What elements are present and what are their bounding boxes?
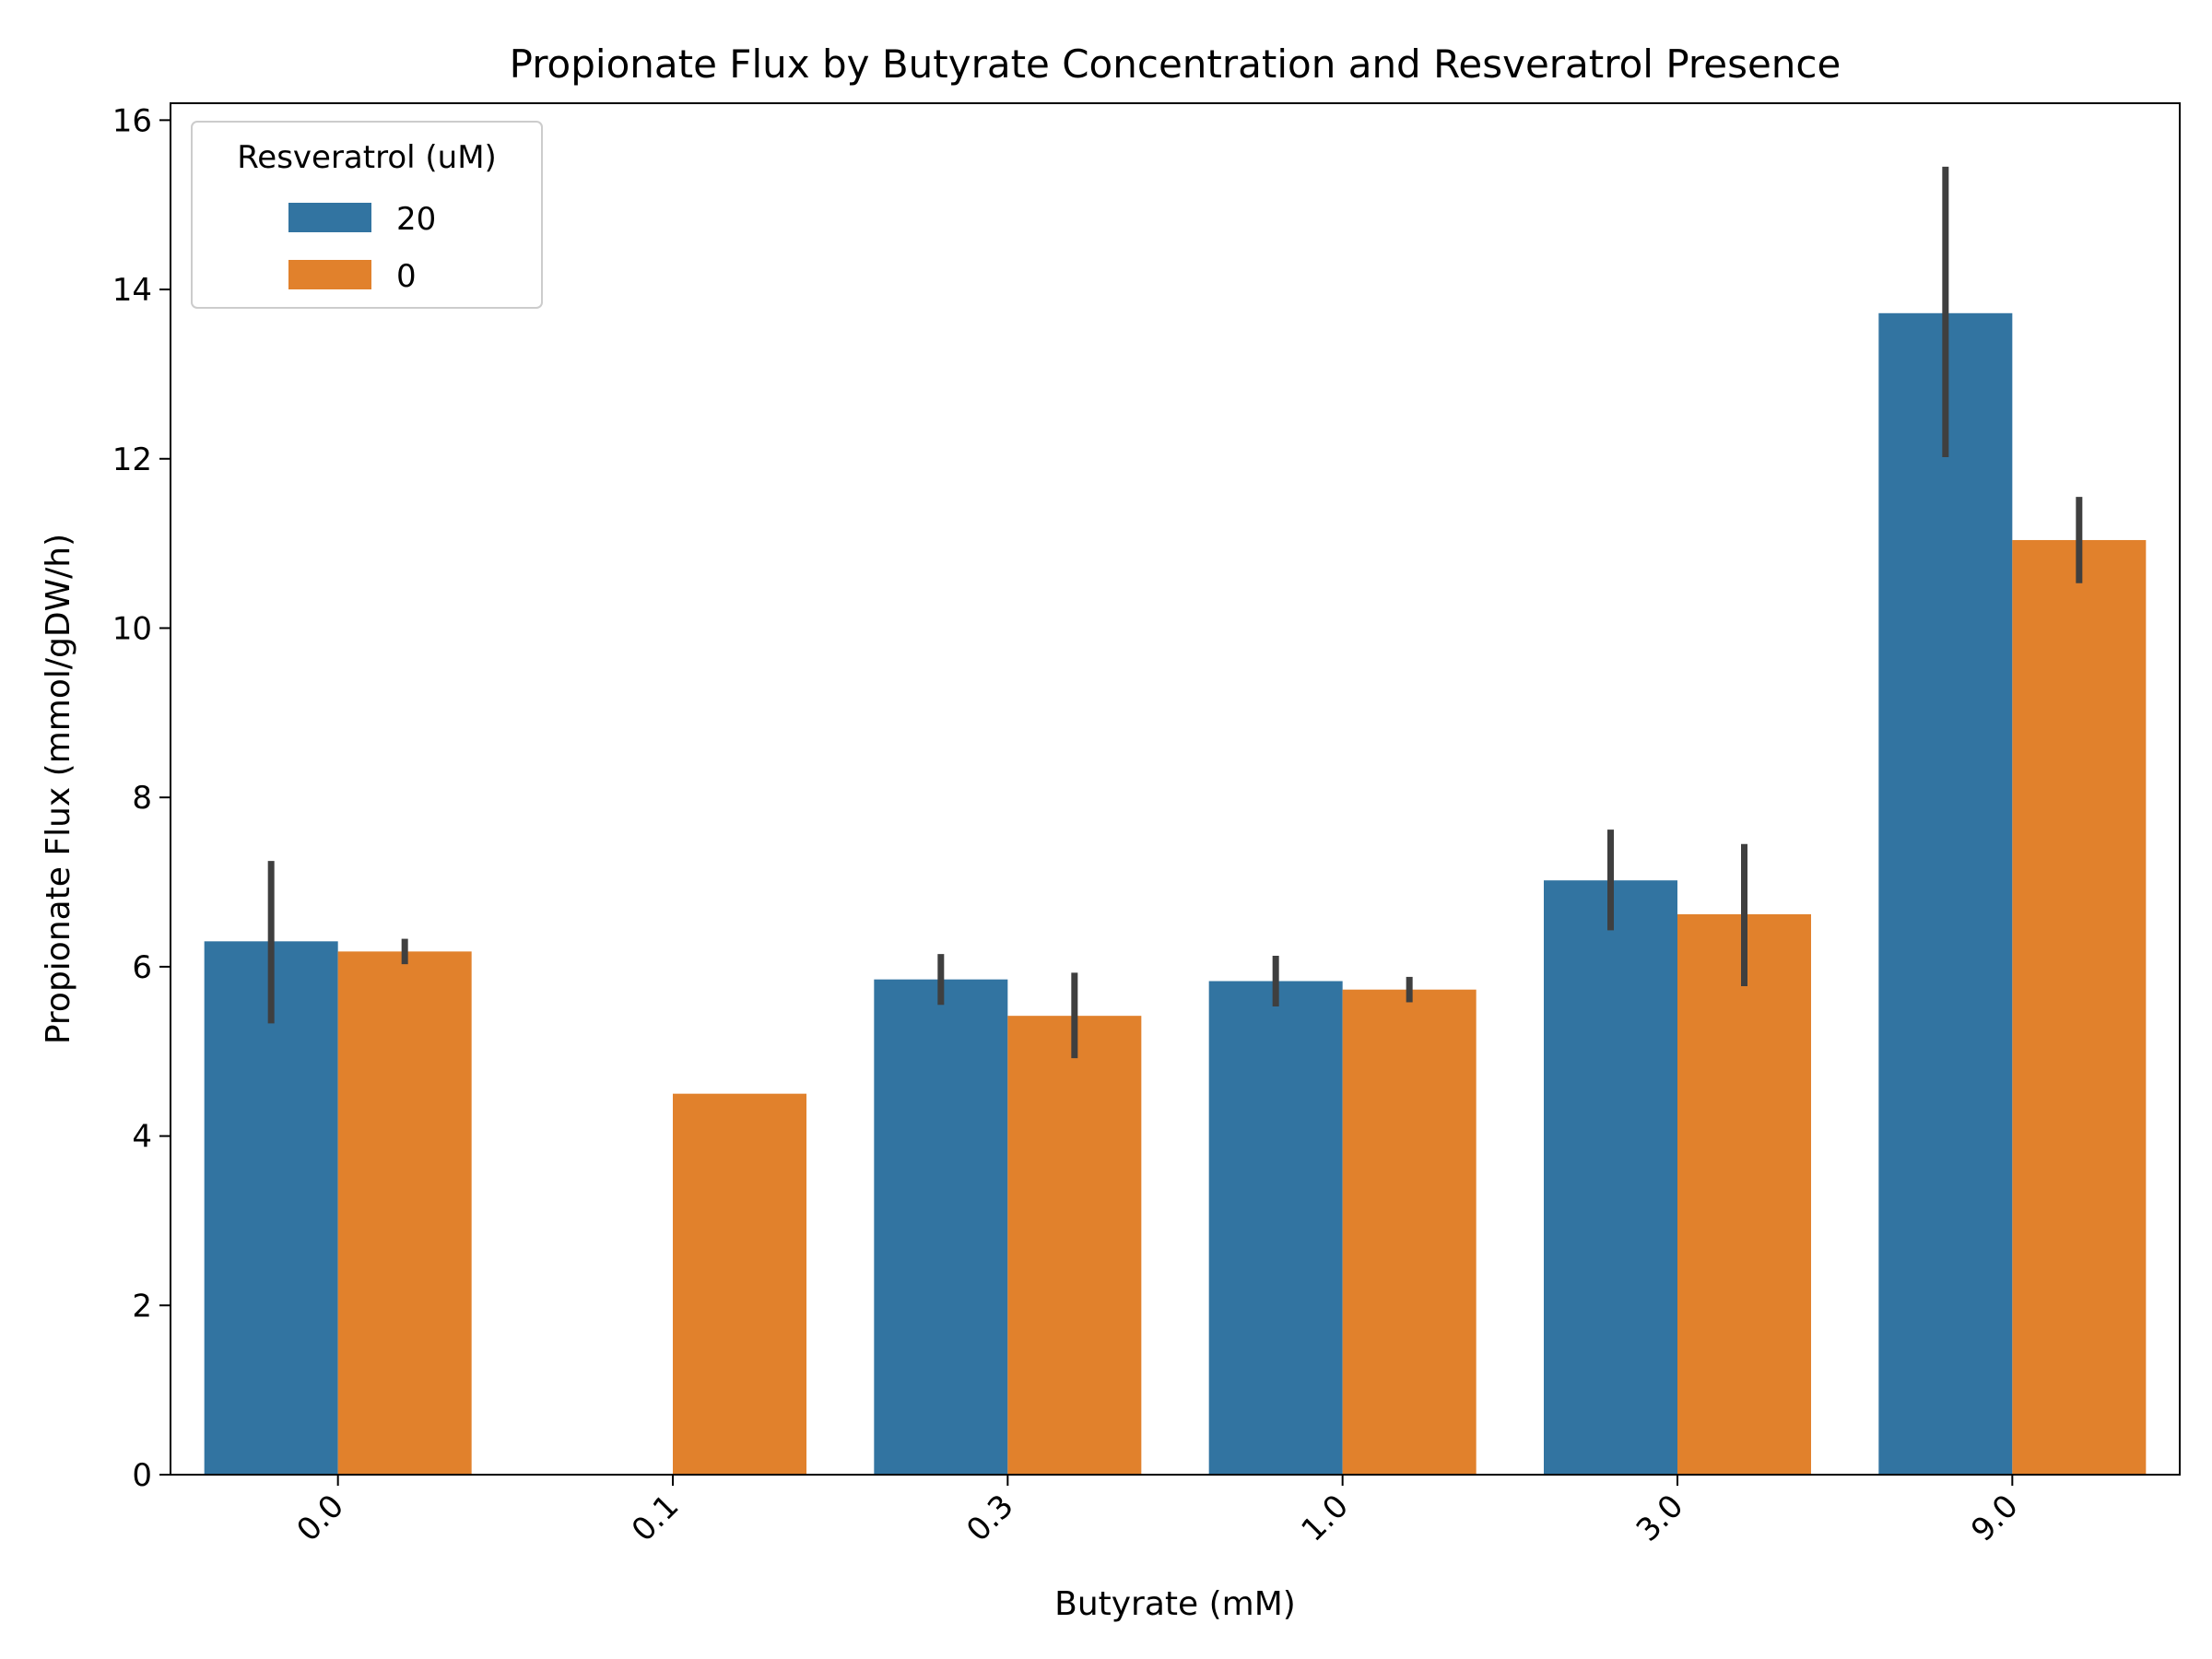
y-tick-label: 2 [132, 1288, 152, 1324]
x-tick-label: 0.0 [290, 1488, 352, 1549]
y-tick-label: 8 [132, 780, 152, 817]
y-axis-label: Propionate Flux (mmol/gDW/h) [40, 534, 77, 1044]
y-tick-label: 0 [132, 1457, 152, 1494]
bar-20-0.0 [204, 941, 338, 1475]
x-tick-label: 0.1 [625, 1488, 687, 1549]
bars-group [204, 312, 2147, 1475]
chart-title: Propionate Flux by Butyrate Concentratio… [510, 41, 1841, 87]
y-axis: 0 2 4 6 8 10 12 14 16 [112, 102, 171, 1494]
bar-0-9.0 [2012, 539, 2147, 1475]
x-tick-label: 1.0 [1295, 1488, 1357, 1549]
bar-0-3.0 [1677, 913, 1811, 1475]
y-tick-label: 12 [112, 441, 152, 478]
bar-0-0.1 [673, 1093, 806, 1475]
y-tick-label: 10 [112, 610, 152, 647]
legend-label-0: 0 [396, 258, 417, 295]
error-bars-group [267, 166, 2083, 1059]
y-tick-label: 4 [132, 1119, 152, 1156]
y-tick-label: 6 [132, 949, 152, 986]
legend-swatch-0 [288, 260, 371, 289]
x-axis-label: Butyrate (mM) [1054, 1585, 1296, 1623]
x-tick-label: 0.3 [959, 1488, 1021, 1549]
legend: Resveratrol (uM) 20 0 [191, 121, 543, 309]
bar-0-1.0 [1342, 989, 1477, 1475]
y-tick-label: 14 [112, 272, 152, 309]
legend-items: 20 0 [288, 201, 436, 295]
legend-title: Resveratrol (uM) [237, 139, 497, 176]
legend-label-20: 20 [396, 201, 436, 238]
legend-swatch-20 [288, 203, 371, 232]
plot-frame [170, 102, 2181, 1476]
bar-20-3.0 [1544, 880, 1677, 1475]
bar-0-0.0 [337, 951, 472, 1475]
bar-20-0.3 [874, 979, 1008, 1475]
bar-20-9.0 [1878, 312, 2013, 1475]
y-tick-label: 16 [112, 102, 152, 139]
x-tick-label: 3.0 [1630, 1488, 1691, 1549]
bar-20-1.0 [1208, 981, 1343, 1475]
x-axis: 0.0 0.1 0.3 1.0 3.0 9.0 [290, 1475, 2026, 1549]
x-tick-label: 9.0 [1964, 1488, 2026, 1549]
bar-0-0.3 [1007, 1016, 1142, 1475]
